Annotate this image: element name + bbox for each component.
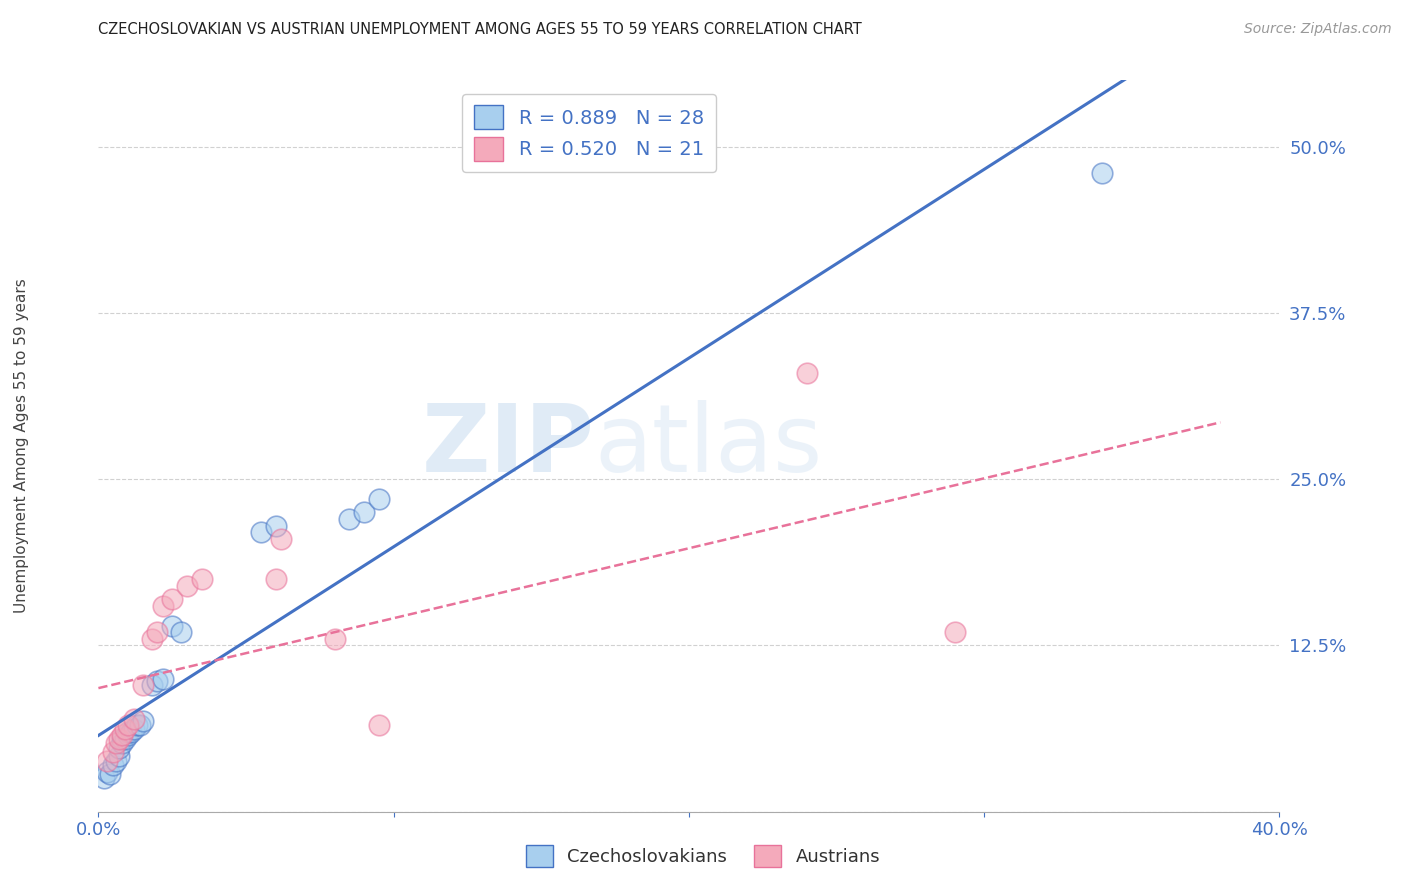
Point [353,506,375,520]
Point [796,366,818,380]
Point [98,767,121,781]
Text: ZIP: ZIP [422,400,595,492]
Point [96,754,118,768]
Point [323,632,346,646]
Point [1091,166,1114,180]
Point [368,718,391,732]
Point [191,572,214,586]
Point [152,672,174,686]
Point [108,748,131,763]
Point [120,725,142,739]
Legend: Czechoslovakians, Austrians: Czechoslovakians, Austrians [519,838,887,874]
Point [105,754,128,768]
Point [108,731,131,746]
Point [108,740,131,755]
Point [943,625,966,640]
Point [125,718,148,732]
Point [270,532,292,546]
Point [162,618,183,632]
Point [117,718,139,732]
Point [176,579,198,593]
Point [122,723,145,737]
Point [152,599,174,613]
Point [250,525,273,540]
Text: Source: ZipAtlas.com: Source: ZipAtlas.com [1244,22,1392,37]
Point [114,723,136,737]
Point [105,735,128,749]
Point [111,728,134,742]
Point [141,632,163,646]
Point [264,572,287,586]
Point [122,712,145,726]
Point [111,731,134,746]
Legend: R = 0.889   N = 28, R = 0.520   N = 21: R = 0.889 N = 28, R = 0.520 N = 21 [463,94,716,172]
Point [132,678,155,692]
Point [117,728,139,742]
Text: CZECHOSLOVAKIAN VS AUSTRIAN UNEMPLOYMENT AMONG AGES 55 TO 59 YEARS CORRELATION C: CZECHOSLOVAKIAN VS AUSTRIAN UNEMPLOYMENT… [98,22,862,37]
Text: Unemployment Among Ages 55 to 59 years: Unemployment Among Ages 55 to 59 years [14,278,28,614]
Text: atlas: atlas [595,400,823,492]
Point [114,731,136,746]
Point [264,518,287,533]
Point [141,678,163,692]
Point [103,758,125,772]
Point [170,625,193,640]
Point [337,512,360,526]
Point [128,718,150,732]
Point [146,625,169,640]
Point [93,772,115,786]
Point [132,714,155,729]
Point [103,745,125,759]
Point [146,674,169,689]
Point [96,764,118,779]
Point [117,725,139,739]
Point [111,735,134,749]
Point [162,591,183,606]
Point [368,492,391,507]
